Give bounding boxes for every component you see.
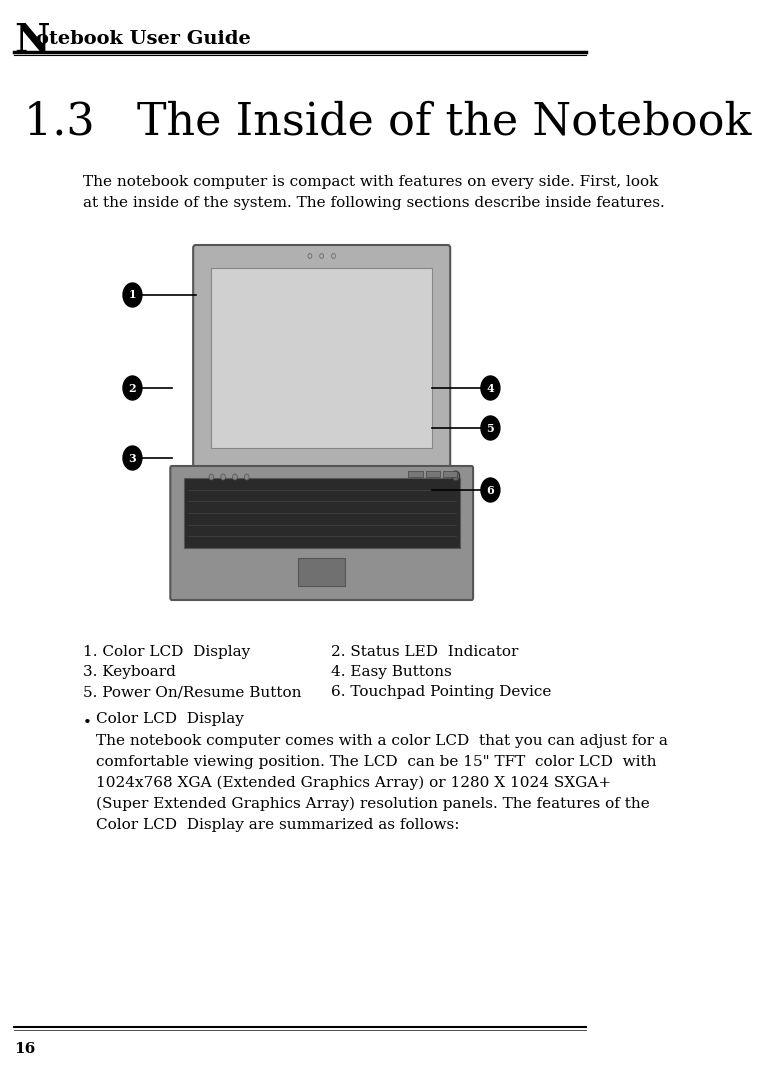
Text: •: • <box>83 716 91 730</box>
Circle shape <box>123 446 142 470</box>
Text: 3: 3 <box>129 452 136 464</box>
Text: 4: 4 <box>486 382 495 394</box>
Circle shape <box>481 416 500 440</box>
Text: otebook User Guide: otebook User Guide <box>37 30 251 47</box>
Text: 1: 1 <box>129 289 136 300</box>
Circle shape <box>320 254 323 259</box>
Circle shape <box>221 474 225 480</box>
Text: Color LCD  Display: Color LCD Display <box>96 712 244 726</box>
Text: 4. Easy Buttons: 4. Easy Buttons <box>331 665 452 679</box>
Circle shape <box>308 254 312 259</box>
Text: 16: 16 <box>14 1042 36 1056</box>
Text: 2. Status LED  Indicator: 2. Status LED Indicator <box>331 645 518 659</box>
Text: 6. Touchpad Pointing Device: 6. Touchpad Pointing Device <box>331 685 552 699</box>
Circle shape <box>123 375 142 400</box>
Text: The notebook computer comes with a color LCD  that you can adjust for a
comforta: The notebook computer comes with a color… <box>96 734 668 832</box>
Circle shape <box>233 474 237 480</box>
Bar <box>409 472 422 477</box>
Text: 5: 5 <box>486 423 495 434</box>
Circle shape <box>481 478 500 502</box>
Circle shape <box>332 254 336 259</box>
Circle shape <box>452 472 460 481</box>
Bar <box>183 478 460 548</box>
FancyBboxPatch shape <box>193 245 451 472</box>
Text: The notebook computer is compact with features on every side. First, look
at the: The notebook computer is compact with fe… <box>83 175 664 209</box>
Bar <box>212 268 432 448</box>
Bar <box>443 472 457 477</box>
Circle shape <box>244 474 249 480</box>
Text: 2: 2 <box>129 382 136 394</box>
Circle shape <box>123 283 142 308</box>
Text: N: N <box>14 22 49 60</box>
Circle shape <box>481 375 500 400</box>
Bar <box>425 472 440 477</box>
FancyBboxPatch shape <box>170 466 473 600</box>
Text: 3. Keyboard: 3. Keyboard <box>83 665 176 679</box>
Text: 5. Power On/Resume Button: 5. Power On/Resume Button <box>83 685 301 699</box>
Bar <box>298 558 345 586</box>
Circle shape <box>209 474 214 480</box>
Text: 6: 6 <box>486 484 495 495</box>
Text: 1. Color LCD  Display: 1. Color LCD Display <box>83 645 250 659</box>
Text: 1.3   The Inside of the Notebook: 1.3 The Inside of the Notebook <box>24 100 751 144</box>
